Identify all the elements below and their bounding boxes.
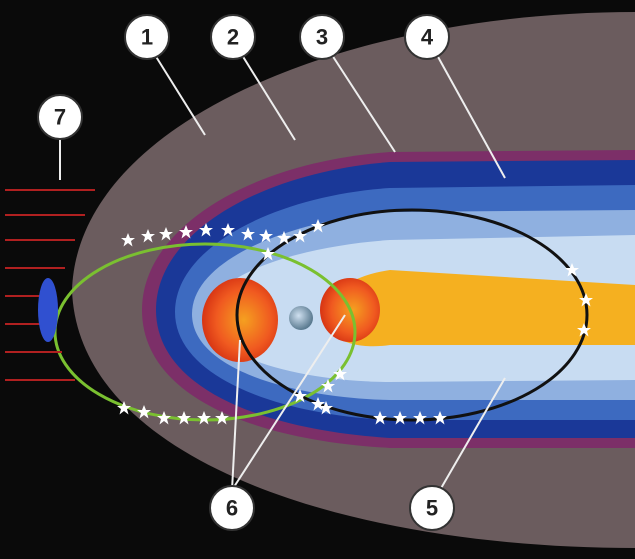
earth xyxy=(289,306,313,330)
label-text: 5 xyxy=(426,496,438,521)
label-text: 1 xyxy=(141,25,153,50)
label-text: 7 xyxy=(54,105,66,130)
plasma-sheet xyxy=(325,270,635,347)
label-text: 4 xyxy=(421,25,434,50)
label-text: 6 xyxy=(226,496,238,521)
pointer-lines xyxy=(59,54,506,491)
label-6: 6 xyxy=(209,485,255,531)
bow-shock-blue xyxy=(38,278,58,342)
label-text: 2 xyxy=(227,25,239,50)
label-3: 3 xyxy=(299,14,345,60)
radiation-belt xyxy=(202,278,278,362)
label-4: 4 xyxy=(404,14,450,60)
label-1: 1 xyxy=(124,14,170,60)
label-2: 2 xyxy=(210,14,256,60)
black-orbit xyxy=(235,208,589,422)
label-7: 7 xyxy=(37,94,83,140)
label-text: 3 xyxy=(316,25,328,50)
label-5: 5 xyxy=(409,485,455,531)
